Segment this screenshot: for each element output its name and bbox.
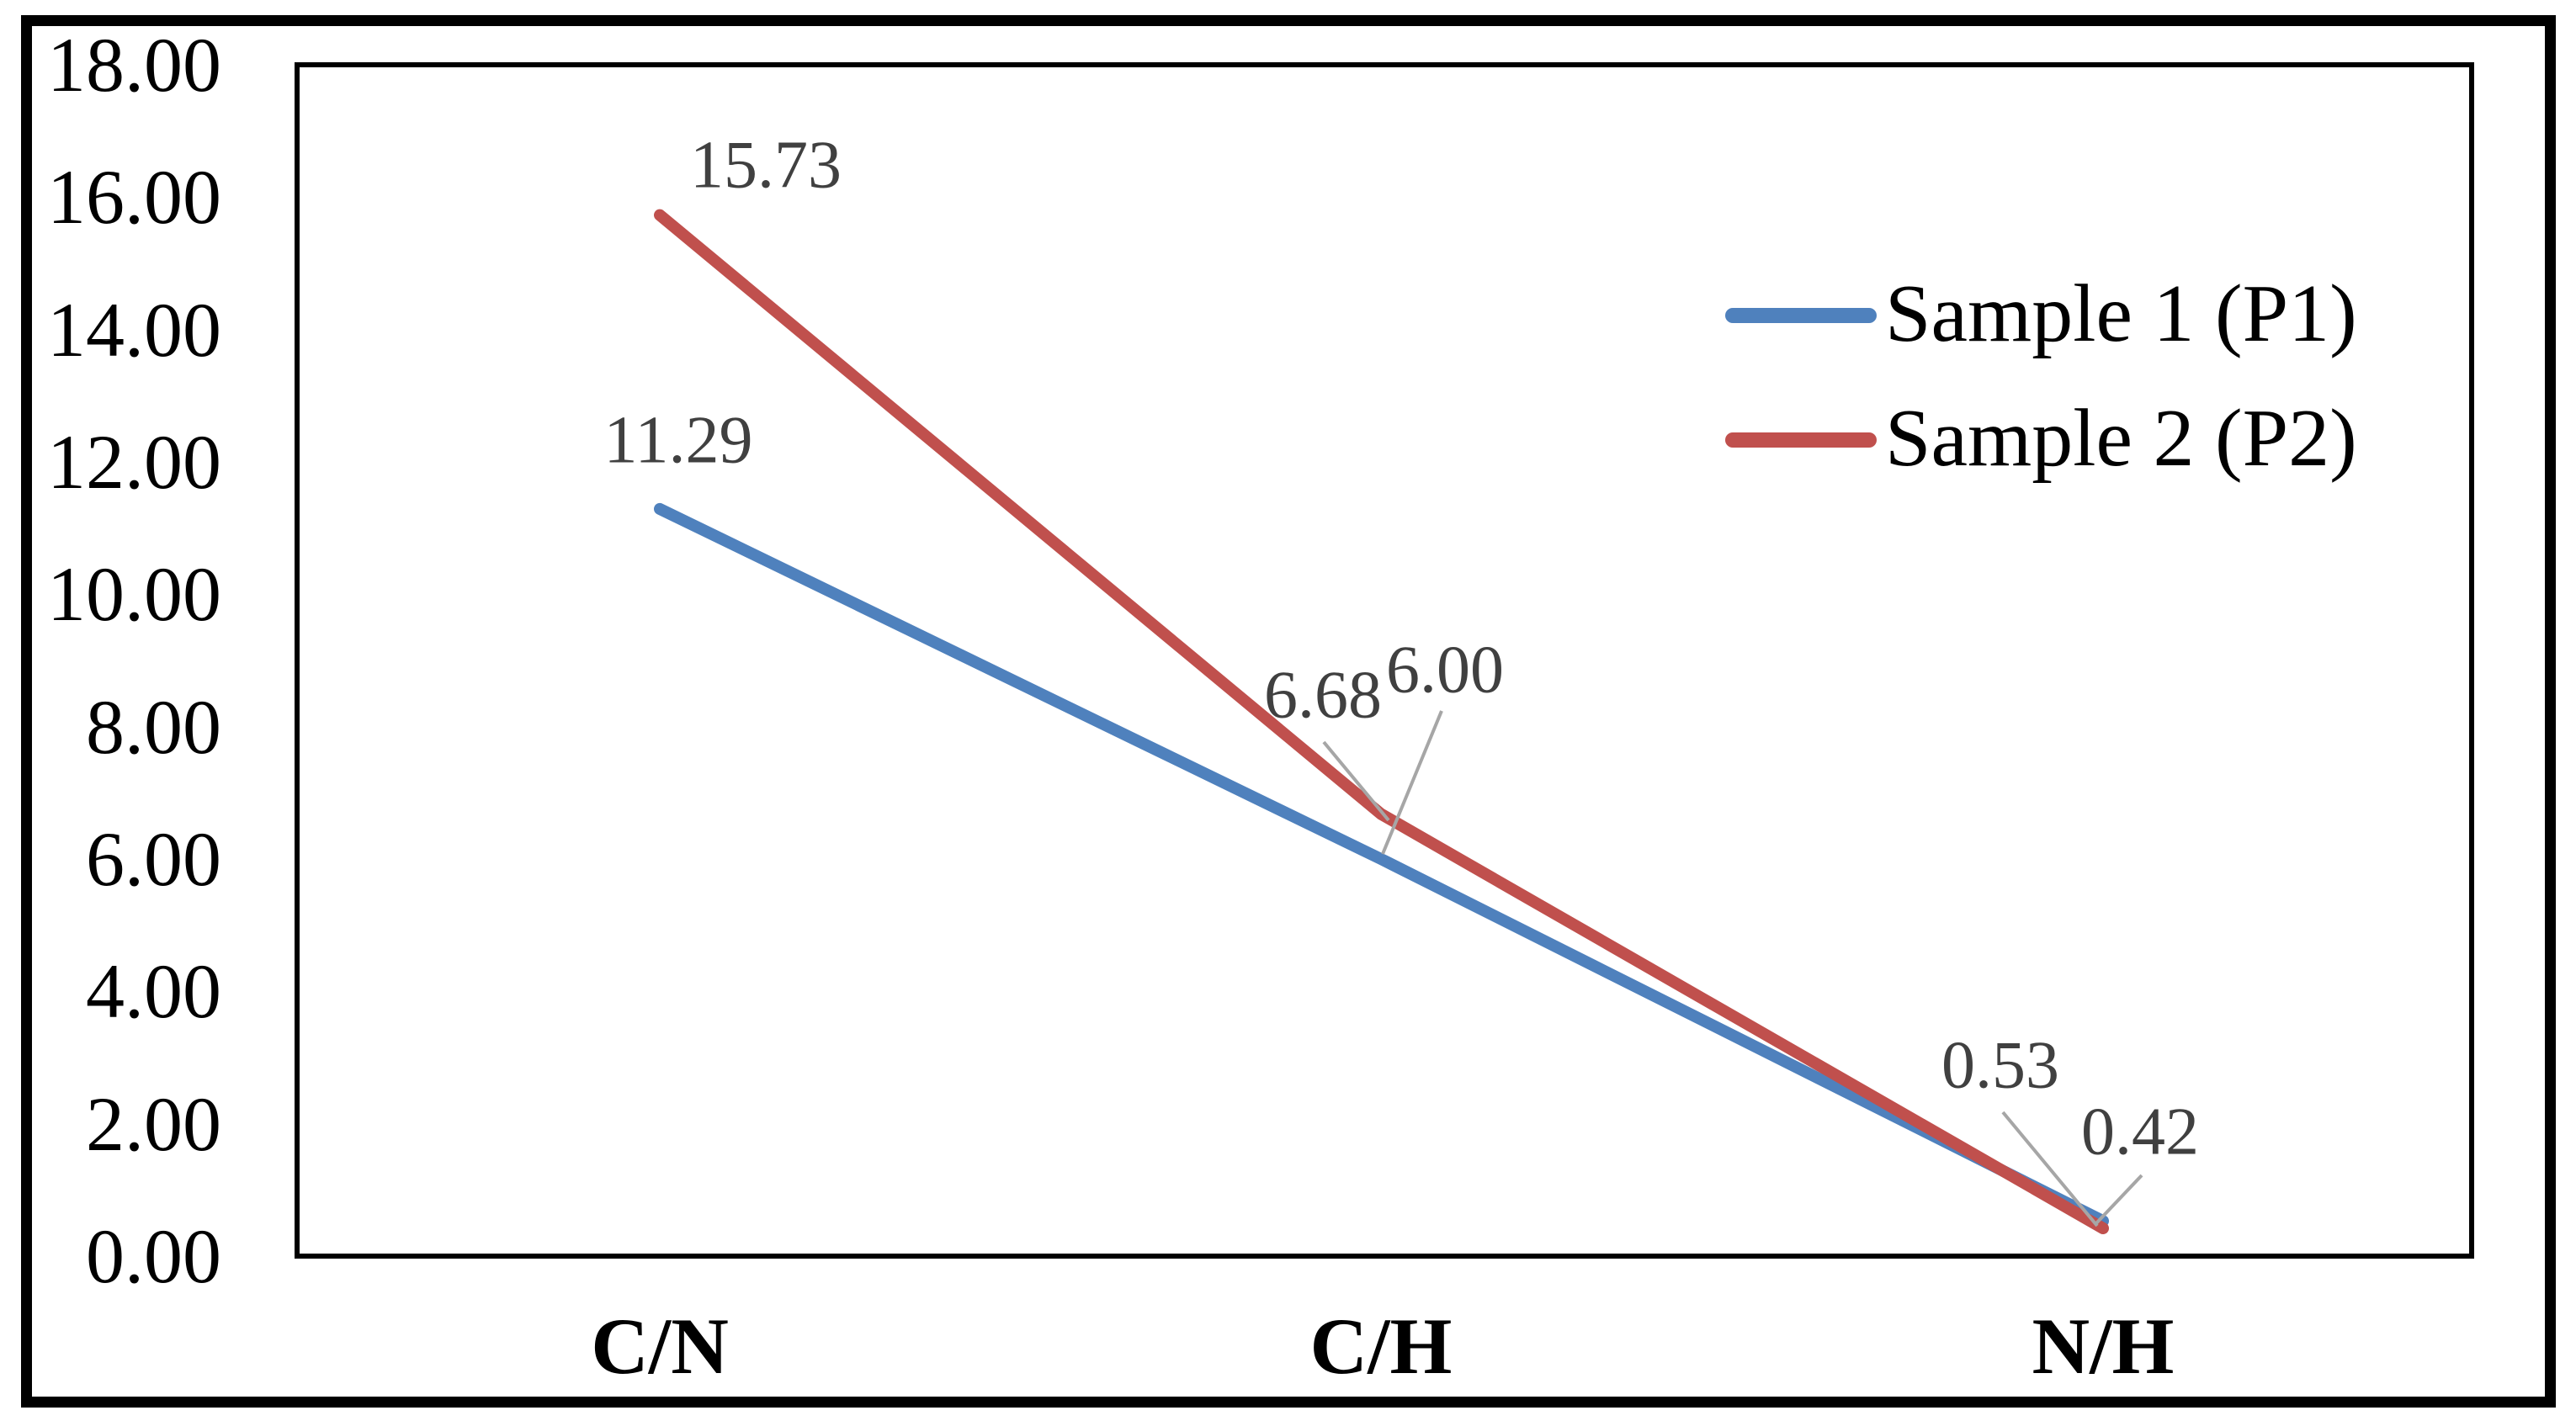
y-axis-tick-label: 10.00 [47,551,221,637]
data-label-leader-line [2001,1111,2099,1227]
legend-swatch-sample-2 [1725,432,1877,448]
data-label-sample1-cn: 11.29 [603,403,753,478]
y-axis-tick-label: 12.00 [47,419,221,505]
data-label-sample2-cn: 15.73 [690,128,842,203]
series-line-sample-2-p2 [654,209,2109,1234]
y-axis-tick-label: 16.00 [47,154,221,240]
data-label-leader-line [1322,740,1390,822]
y-axis-tick-label: 8.00 [86,684,221,770]
data-label-sample1-nh: 0.53 [1941,1028,2059,1103]
plot-area-border [295,62,2474,1259]
x-axis-category-label: C/H [1309,1302,1453,1391]
y-axis-tick-label: 6.00 [86,816,221,902]
y-axis-tick-label: 4.00 [86,948,221,1034]
y-axis-tick-label: 2.00 [86,1081,221,1167]
data-label-leader-line [2094,1174,2143,1226]
legend-swatch-sample-1 [1725,308,1877,323]
data-label-sample2-nh: 0.42 [2081,1095,2199,1169]
data-label-leader-line [1381,710,1443,855]
x-axis-category-label: N/H [2032,1302,2175,1391]
chart-outer-border [21,15,2556,1408]
data-label-sample1-ch: 6.00 [1386,633,1504,708]
x-axis-category-label: C/N [591,1302,729,1391]
y-axis-tick-label: 14.00 [47,287,221,373]
series-line-sample-1-p1 [654,502,2109,1227]
y-axis-tick-label: 18.00 [47,22,221,108]
data-label-sample2-ch: 6.68 [1264,658,1382,733]
legend-item-label: Sample 1 (P1) [1885,268,2357,359]
legend-item-label: Sample 2 (P2) [1885,392,2357,484]
y-axis-tick-label: 0.00 [86,1213,221,1299]
